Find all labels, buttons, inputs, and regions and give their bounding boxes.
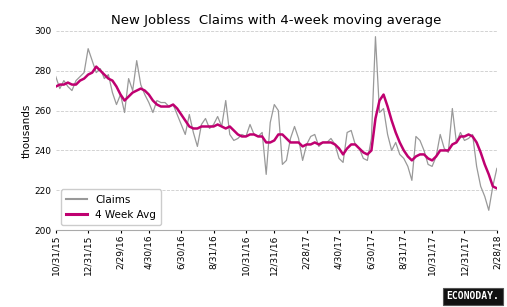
Text: ECONODAY.: ECONODAY. — [447, 291, 499, 301]
Legend: Claims, 4 Week Avg: Claims, 4 Week Avg — [61, 189, 161, 225]
Y-axis label: thousands: thousands — [22, 103, 31, 158]
Title: New Jobless  Claims with 4-week moving average: New Jobless Claims with 4-week moving av… — [111, 14, 442, 27]
